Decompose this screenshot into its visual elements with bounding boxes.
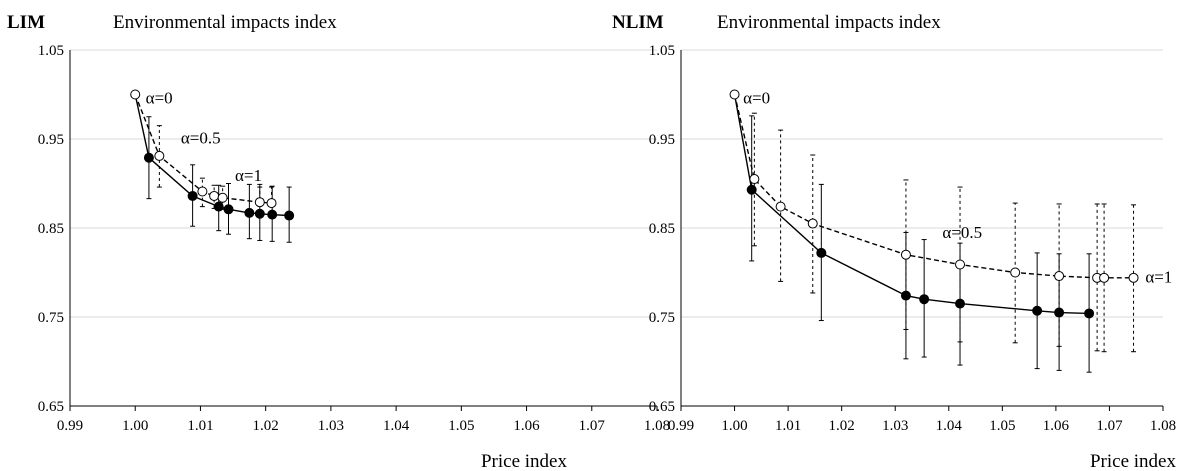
series-dashed bbox=[733, 94, 1139, 353]
data-point bbox=[749, 174, 760, 185]
alpha-annotation: α=1 bbox=[235, 166, 262, 185]
origin-point bbox=[130, 89, 141, 100]
data-point bbox=[1128, 272, 1139, 283]
data-point bbox=[775, 201, 786, 212]
series-line bbox=[733, 94, 1134, 279]
x-tick-label: 1.00 bbox=[122, 418, 148, 434]
data-point bbox=[223, 204, 234, 215]
x-tick-label: 1.05 bbox=[989, 418, 1015, 434]
x-tick-label: 1.01 bbox=[775, 418, 801, 434]
y-tick-label: 0.65 bbox=[38, 399, 64, 415]
x-tick-label: 1.00 bbox=[721, 418, 747, 434]
data-point bbox=[209, 190, 220, 201]
data-point bbox=[1010, 267, 1021, 278]
alpha-annotation: α=1 bbox=[1145, 267, 1172, 286]
series-solid bbox=[733, 94, 1095, 373]
y-tick-label: 0.75 bbox=[649, 310, 675, 326]
series-solid bbox=[134, 94, 295, 243]
data-point bbox=[217, 192, 228, 203]
y-tick-label: 0.95 bbox=[38, 132, 64, 148]
data-point bbox=[1099, 272, 1110, 283]
alpha-annotation: α=0.5 bbox=[181, 128, 221, 147]
error-bar bbox=[1012, 202, 1018, 344]
error-bar bbox=[220, 185, 226, 210]
data-point bbox=[807, 218, 818, 229]
series-dashed bbox=[134, 94, 277, 214]
x-tick-label: 1.06 bbox=[513, 418, 540, 434]
data-point bbox=[254, 197, 265, 208]
data-point bbox=[919, 294, 930, 305]
data-point bbox=[900, 249, 911, 260]
data-point bbox=[154, 150, 165, 161]
x-tick-label: 1.03 bbox=[882, 418, 908, 434]
data-point bbox=[284, 210, 295, 221]
origin-point bbox=[729, 89, 740, 100]
x-tick-label: 1.08 bbox=[644, 418, 670, 434]
x-tick-label: 1.02 bbox=[253, 418, 279, 434]
y-tick-label: 0.95 bbox=[649, 132, 675, 148]
x-tick-label: 1.02 bbox=[829, 418, 855, 434]
series-line bbox=[733, 94, 1090, 315]
x-tick-label: 1.01 bbox=[187, 418, 213, 434]
panel-label: NLIM bbox=[612, 12, 664, 33]
y-tick-label: 1.05 bbox=[38, 43, 64, 59]
panel-label: LIM bbox=[7, 12, 45, 33]
chart-title: Environmental impacts index bbox=[717, 12, 941, 33]
data-point bbox=[187, 190, 198, 201]
data-point bbox=[955, 259, 966, 270]
data-point bbox=[1032, 305, 1043, 316]
error-bar bbox=[957, 186, 963, 343]
data-point bbox=[197, 186, 208, 197]
x-tick-label: 1.08 bbox=[1150, 418, 1176, 434]
x-tick-label: 1.05 bbox=[448, 418, 474, 434]
y-tick-label: 0.85 bbox=[649, 221, 675, 237]
data-point bbox=[244, 207, 255, 218]
data-point bbox=[746, 184, 757, 195]
x-tick-label: 0.99 bbox=[668, 418, 694, 434]
chart-title: Environmental impacts index bbox=[113, 12, 337, 33]
x-tick-label: 1.07 bbox=[1096, 418, 1123, 434]
y-tick-label: 0.65 bbox=[649, 399, 675, 415]
y-tick-label: 1.05 bbox=[649, 43, 675, 59]
data-point bbox=[816, 247, 827, 258]
data-point bbox=[143, 152, 154, 163]
error-bar bbox=[778, 129, 784, 282]
y-tick-label: 0.85 bbox=[38, 221, 64, 237]
x-axis-label: Price index bbox=[1090, 451, 1177, 471]
x-tick-label: 1.03 bbox=[318, 418, 344, 434]
x-tick-label: 1.04 bbox=[936, 418, 963, 434]
alpha-annotation: α=0 bbox=[743, 88, 770, 107]
data-point bbox=[1084, 308, 1095, 319]
x-tick-label: 1.07 bbox=[579, 418, 606, 434]
chart-panel-lim: 0.65 0.75 0.85 0.95 1.05 0.99 1.00 1.01 1.02 1.03… bbox=[7, 12, 670, 471]
y-tick-label: 0.75 bbox=[38, 310, 64, 326]
data-point bbox=[266, 198, 277, 209]
x-tick-label: 1.04 bbox=[383, 418, 410, 434]
data-point bbox=[267, 209, 278, 220]
error-bar bbox=[211, 184, 217, 209]
chart-panel-nlim: 0.65 0.75 0.85 0.95 1.05 0.99 1.00 1.01 1.02 1.03… bbox=[612, 12, 1176, 471]
x-axis-label: Price index bbox=[481, 451, 568, 471]
data-point bbox=[1054, 271, 1065, 282]
x-tick-label: 1.06 bbox=[1043, 418, 1070, 434]
alpha-annotation: α=0.5 bbox=[942, 223, 982, 242]
alpha-annotation: α=0 bbox=[146, 88, 173, 107]
error-bar bbox=[1056, 203, 1062, 347]
x-tick-label: 0.99 bbox=[57, 418, 83, 434]
